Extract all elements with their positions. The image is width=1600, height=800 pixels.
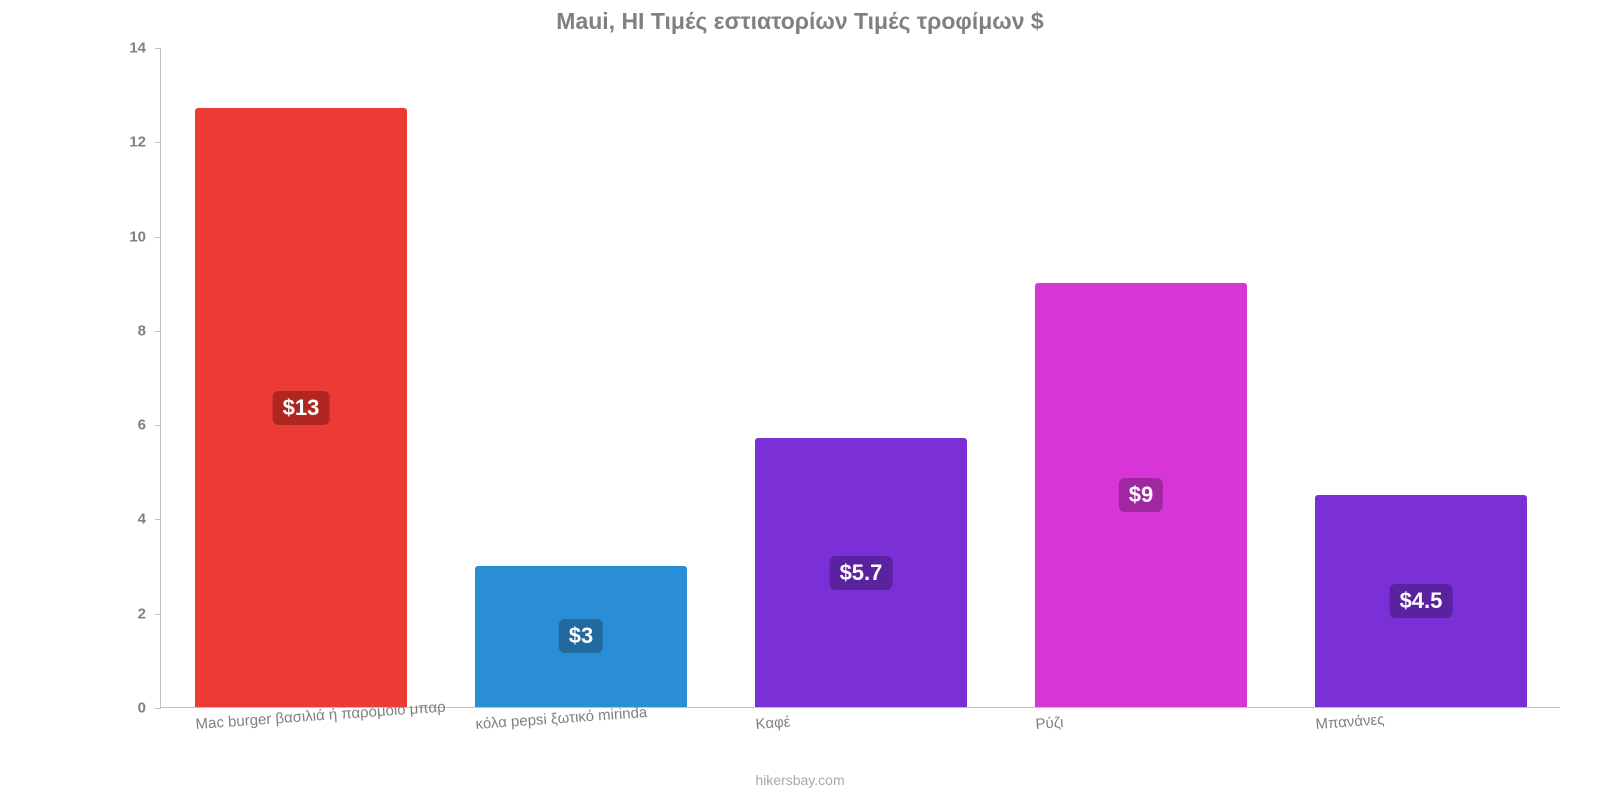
ytick-label: 6 <box>138 417 146 434</box>
ytick-mark <box>155 519 161 520</box>
price-chart: Maui, HI Τιμές εστιατορίων Τιμές τροφίμω… <box>0 0 1600 800</box>
xtick-label: κόλα pepsi ξωτικό mirinda <box>475 704 648 733</box>
ytick-label: 8 <box>138 322 146 339</box>
ytick-mark <box>155 708 161 709</box>
ytick-mark <box>155 48 161 49</box>
ytick-label: 0 <box>138 700 146 717</box>
ytick-mark <box>155 614 161 615</box>
bar-value-label: $13 <box>273 391 330 425</box>
ytick-label: 10 <box>129 228 146 245</box>
bar: $5.7 <box>755 438 968 707</box>
ytick-mark <box>155 237 161 238</box>
bar: $4.5 <box>1315 495 1528 707</box>
bar: $3 <box>475 566 688 707</box>
ytick-mark <box>155 331 161 332</box>
chart-credit: hikersbay.com <box>0 772 1600 788</box>
ytick-mark <box>155 142 161 143</box>
bar: $9 <box>1035 283 1248 707</box>
bar-value-label: $3 <box>559 619 603 653</box>
bar-value-label: $4.5 <box>1390 584 1453 618</box>
ytick-label: 12 <box>129 134 146 151</box>
plot-area: 02468101214$13Mac burger βασιλιά ή παρόμ… <box>160 48 1560 708</box>
bar-value-label: $5.7 <box>830 556 893 590</box>
xtick-label: Μπανάνες <box>1315 711 1385 733</box>
bar-value-label: $9 <box>1119 478 1163 512</box>
chart-title: Maui, HI Τιμές εστιατορίων Τιμές τροφίμω… <box>0 8 1600 35</box>
xtick-label: Καφέ <box>755 714 791 733</box>
ytick-mark <box>155 425 161 426</box>
xtick-label: Ρύζι <box>1035 714 1064 733</box>
ytick-label: 2 <box>138 605 146 622</box>
bar: $13 <box>195 108 408 707</box>
ytick-label: 14 <box>129 40 146 57</box>
ytick-label: 4 <box>138 511 146 528</box>
